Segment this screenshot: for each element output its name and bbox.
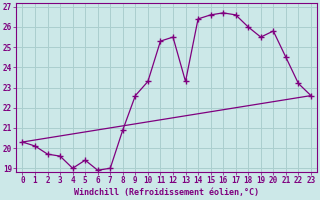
- X-axis label: Windchill (Refroidissement éolien,°C): Windchill (Refroidissement éolien,°C): [74, 188, 259, 197]
